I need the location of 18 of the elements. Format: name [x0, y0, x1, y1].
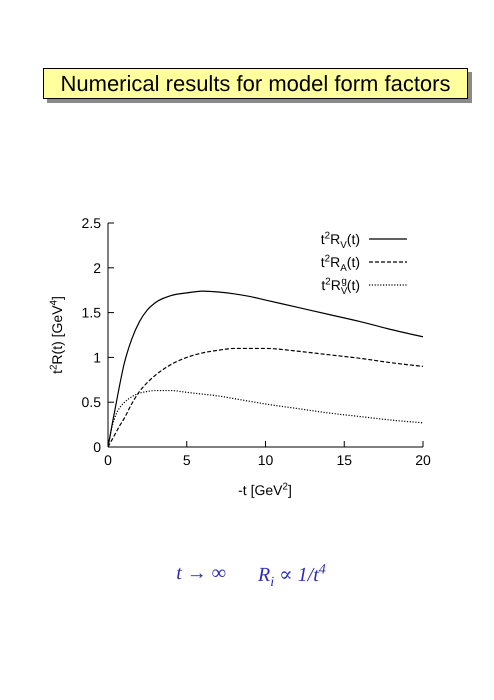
y-tick-label: 2	[93, 260, 102, 276]
y-tick-label: 1	[93, 349, 102, 366]
y-tick-label: 0	[93, 439, 102, 455]
text: R$_{i}$ ∝ 1/t$^{4}$	[258, 562, 326, 590]
legend-label: t$^{2}$R$_{A}$(t)	[320, 253, 360, 274]
text: t → ∞	[176, 562, 226, 584]
legend-label: t$^{2}$R$_{V}$$^{g}$(t)	[321, 276, 360, 297]
x-tick-label: 0	[104, 452, 112, 468]
x-tick-label: 5	[182, 452, 191, 468]
y-tick-label: 1.5	[82, 304, 102, 321]
x-tick-label: 20	[415, 452, 431, 468]
legend-label: t$^{2}$R$_{V}$(t)	[320, 230, 360, 251]
x-tick-label: 15	[336, 452, 352, 468]
chart-title: Numerical results for model form factors	[60, 70, 450, 96]
x-axis-title: -t [GeV$^{2}$]	[238, 481, 292, 498]
y-tick-label: 2.5	[82, 215, 102, 231]
y-tick-label: 0.5	[82, 394, 102, 410]
x-tick-label: 10	[258, 452, 274, 468]
